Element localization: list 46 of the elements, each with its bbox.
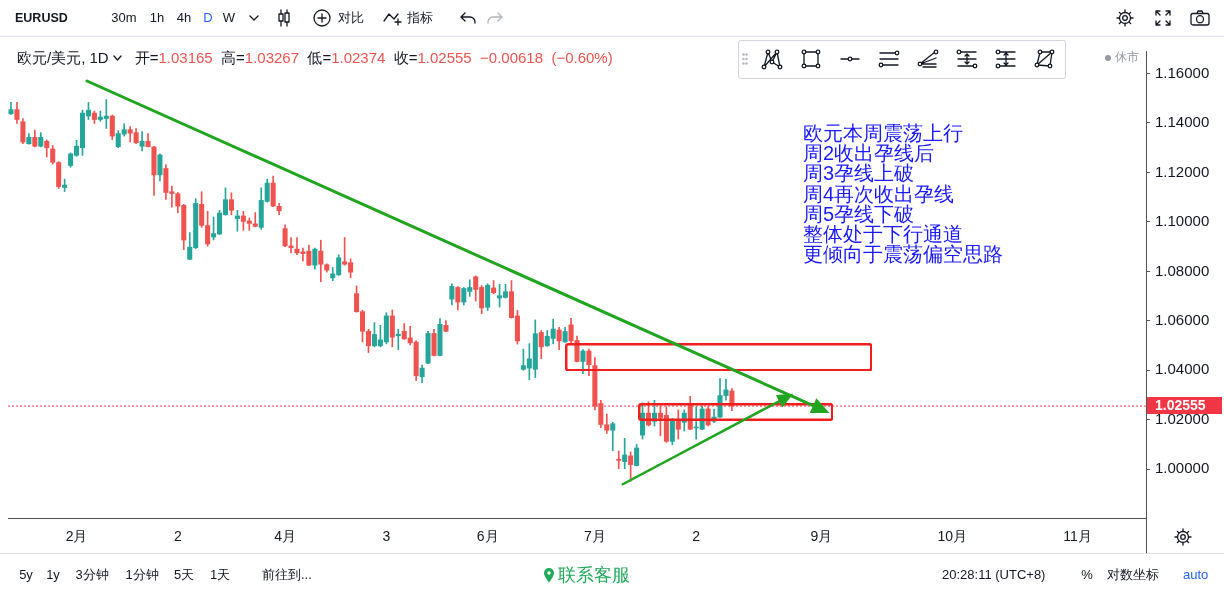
annotation: 周4再次收出孕线	[803, 182, 955, 205]
text: 开=1.03165 高=1.03267 低=1.02374 收=1.02555 −0.00618 (−0.60%)	[134, 48, 613, 66]
text: 5y	[19, 566, 33, 583]
annotation: 欧元本周震荡上行	[803, 122, 963, 144]
y-tick-label: 1.10000	[1155, 212, 1210, 230]
x-tick-label: 3	[382, 528, 391, 545]
text: 3分钟	[75, 566, 109, 583]
annotation: 周3孕线上破	[803, 162, 915, 185]
text: 30m	[111, 9, 137, 26]
x-tick-label: 4月	[274, 528, 296, 545]
annotation: 整体处于下行通道	[803, 223, 963, 245]
x-tick-label: 9月	[810, 528, 833, 545]
text: D	[203, 9, 213, 26]
x-tick-label: 10月	[937, 528, 968, 545]
chart-title: 欧元/美元, 1D	[17, 48, 109, 68]
y-tick-label: 1.04000	[1155, 360, 1210, 378]
x-tick-label: 11月	[1063, 528, 1092, 545]
text: auto	[1183, 566, 1209, 583]
x-tick-label: 2	[692, 528, 701, 545]
x-tick-label: 2月	[65, 528, 88, 545]
text: 联系客服	[558, 564, 630, 586]
text: %	[1081, 566, 1093, 583]
y-tick-label: 1.00000	[1155, 459, 1210, 477]
text: 5天	[173, 566, 195, 583]
text: 指标	[407, 9, 433, 26]
y-tick-label: 1.08000	[1155, 261, 1210, 279]
y-tick-label: 1.12000	[1155, 162, 1210, 180]
annotation: 更倾向于震荡偏空思路	[803, 243, 1003, 266]
x-tick-label: 6月	[476, 528, 499, 545]
text: 1h	[149, 9, 165, 26]
text: W	[222, 9, 236, 26]
y-tick-label: 1.06000	[1155, 311, 1210, 328]
text: EURUSD	[15, 10, 68, 26]
y-tick-label: 1.16000	[1155, 63, 1210, 81]
text: 20:28:11 (UTC+8)	[942, 566, 1046, 583]
text: 1天	[209, 566, 231, 583]
text: 前往到...	[262, 566, 312, 583]
text: 对比	[338, 9, 364, 26]
text: 对数坐标	[1107, 566, 1159, 583]
y-tick-label: 1.14000	[1155, 113, 1210, 131]
text: 4h	[176, 9, 192, 26]
x-tick-label: 2	[173, 528, 182, 545]
x-tick-label: 7月	[583, 528, 606, 545]
annotation: 休市	[1105, 50, 1139, 65]
text: 1分钟	[125, 566, 159, 583]
text: 1y	[46, 566, 60, 583]
